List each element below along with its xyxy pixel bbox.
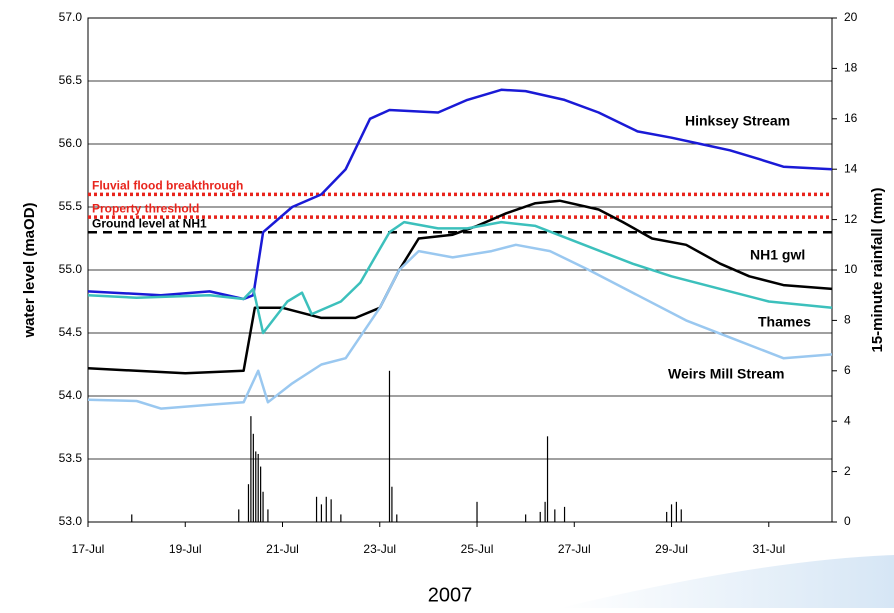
y2-tick-label: 14	[844, 161, 858, 175]
x-tick-label: 25-Jul	[461, 542, 494, 556]
y-tick-label: 56.0	[59, 136, 83, 150]
rain-bar	[391, 486, 393, 522]
x-tick-label: 31-Jul	[752, 542, 785, 556]
rain-bar	[238, 509, 240, 522]
x-tick-label: 23-Jul	[363, 542, 396, 556]
rain-bar	[262, 491, 264, 522]
y-tick-label: 53.5	[59, 451, 83, 465]
y-axis-title: water level (maOD)	[21, 202, 38, 338]
rain-bar	[675, 501, 677, 522]
rain-bar	[315, 496, 318, 522]
x-axis-title: 2007	[428, 584, 473, 606]
y2-tick-label: 12	[844, 212, 858, 226]
x-tick-label: 27-Jul	[558, 542, 591, 556]
y-tick-label: 56.5	[59, 73, 83, 87]
y2-tick-label: 18	[844, 61, 858, 75]
rain-bar	[267, 509, 269, 522]
reference-label: Property threshold	[92, 201, 199, 215]
y2-tick-label: 0	[844, 514, 851, 528]
rain-bar	[525, 514, 527, 522]
y2-tick-label: 20	[844, 10, 858, 24]
background-swoosh	[560, 555, 894, 608]
rain-bar	[247, 484, 250, 522]
rain-bar	[257, 453, 259, 522]
rain-bar	[546, 436, 549, 522]
rain-bar	[670, 504, 673, 522]
rain-bar	[476, 501, 478, 522]
y2-tick-label: 6	[844, 363, 851, 377]
series-line	[87, 88, 833, 301]
y2-tick-label: 8	[844, 313, 851, 327]
x-tick-label: 29-Jul	[655, 542, 688, 556]
y2-tick-label: 16	[844, 111, 858, 125]
y-tick-label: 53.0	[59, 514, 83, 528]
series-label: NH1 gwl	[750, 247, 805, 263]
series-line	[87, 199, 833, 375]
rain-bar	[325, 496, 327, 522]
series-label: Hinksey Stream	[685, 113, 790, 129]
rain-bar	[539, 511, 541, 522]
reference-label: Fluvial flood breakthrough	[92, 179, 243, 193]
y-tick-label: 55.5	[59, 199, 83, 213]
y2-tick-label: 10	[844, 262, 858, 276]
rain-bar	[563, 506, 566, 522]
x-tick-label: 21-Jul	[266, 542, 299, 556]
rain-bar	[666, 511, 668, 522]
series-line	[87, 243, 833, 410]
rain-bar	[544, 501, 546, 522]
rain-bar	[320, 504, 323, 522]
rain-bar	[340, 514, 342, 522]
reference-label: Ground level at NH1	[92, 216, 207, 230]
y-tick-label: 54.5	[59, 325, 83, 339]
rain-bar	[554, 509, 556, 522]
y2-axis-title: 15-minute rainfall (mm)	[869, 187, 886, 352]
rain-bar	[260, 466, 262, 522]
y-tick-label: 54.0	[59, 388, 83, 402]
series-label: Thames	[758, 314, 811, 330]
rain-bar	[250, 416, 252, 522]
series-line	[87, 220, 833, 335]
series-label: Weirs Mill Stream	[668, 366, 784, 382]
rain-bar	[252, 433, 254, 522]
x-tick-label: 17-Jul	[72, 542, 105, 556]
rain-bar	[680, 509, 682, 522]
y2-tick-label: 4	[844, 413, 851, 427]
rain-bar	[330, 499, 332, 522]
y-tick-label: 55.0	[59, 262, 83, 276]
x-tick-label: 19-Jul	[169, 542, 202, 556]
rain-bar	[388, 370, 391, 522]
rain-bar	[255, 451, 257, 522]
rain-bar	[396, 514, 398, 522]
rain-bar	[131, 514, 133, 522]
y-tick-label: 57.0	[59, 10, 83, 24]
y2-tick-label: 2	[844, 464, 851, 478]
